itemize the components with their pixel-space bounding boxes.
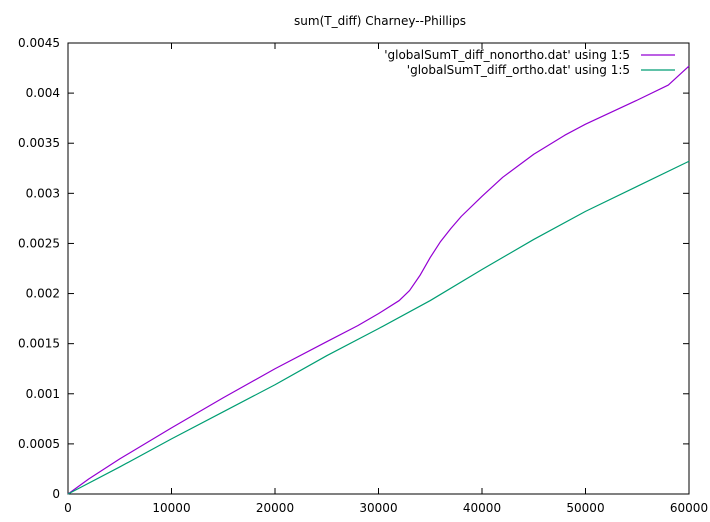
y-tick-label: 0.0005 [18, 437, 60, 451]
legend: 'globalSumT_diff_nonortho.dat' using 1:5… [384, 48, 675, 77]
y-tick-label: 0.004 [26, 86, 60, 100]
y-tick-label: 0.003 [26, 186, 60, 200]
y-tick-label: 0.0015 [18, 337, 60, 351]
axis-tick-labels: 0 0.0005 0.001 0.0015 0.002 0.0025 0.003 0.0035… [18, 36, 708, 515]
y-tick-label: 0.001 [26, 387, 60, 401]
x-tick-label: 0 [64, 501, 72, 515]
plot-frame [67, 42, 690, 495]
y-tick-label: 0.0025 [18, 236, 60, 250]
plot-border [67, 42, 690, 495]
chart-title: sum(T_diff) Charney--Phillips [294, 14, 466, 28]
x-tick-label: 10000 [152, 501, 190, 515]
legend-label-2: 'globalSumT_diff_ortho.dat' using 1:5 [407, 63, 630, 77]
x-tick-label: 60000 [670, 501, 708, 515]
series-line-2 [67, 160, 690, 495]
series-lines [67, 65, 690, 495]
y-tick-label: 0.0045 [18, 36, 60, 50]
x-tick-label: 50000 [566, 501, 604, 515]
x-tick-label: 40000 [463, 501, 501, 515]
legend-label-1: 'globalSumT_diff_nonortho.dat' using 1:5 [384, 48, 630, 62]
x-tick-label: 30000 [359, 501, 397, 515]
x-tick-label: 20000 [256, 501, 294, 515]
axis-ticks [67, 42, 690, 495]
y-tick-label: 0.002 [26, 287, 60, 301]
series-line-1 [67, 65, 690, 495]
y-tick-label: 0.0035 [18, 136, 60, 150]
y-tick-label: 0 [52, 487, 60, 501]
